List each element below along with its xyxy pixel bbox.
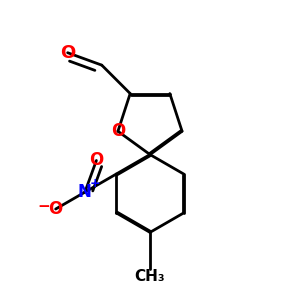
Text: −: − bbox=[38, 199, 50, 214]
Text: O: O bbox=[60, 44, 75, 62]
Text: O: O bbox=[89, 152, 103, 169]
Text: +: + bbox=[89, 177, 100, 190]
Text: CH₃: CH₃ bbox=[135, 269, 165, 284]
Text: N: N bbox=[78, 183, 92, 201]
Text: O: O bbox=[111, 122, 125, 140]
Text: O: O bbox=[49, 200, 63, 218]
